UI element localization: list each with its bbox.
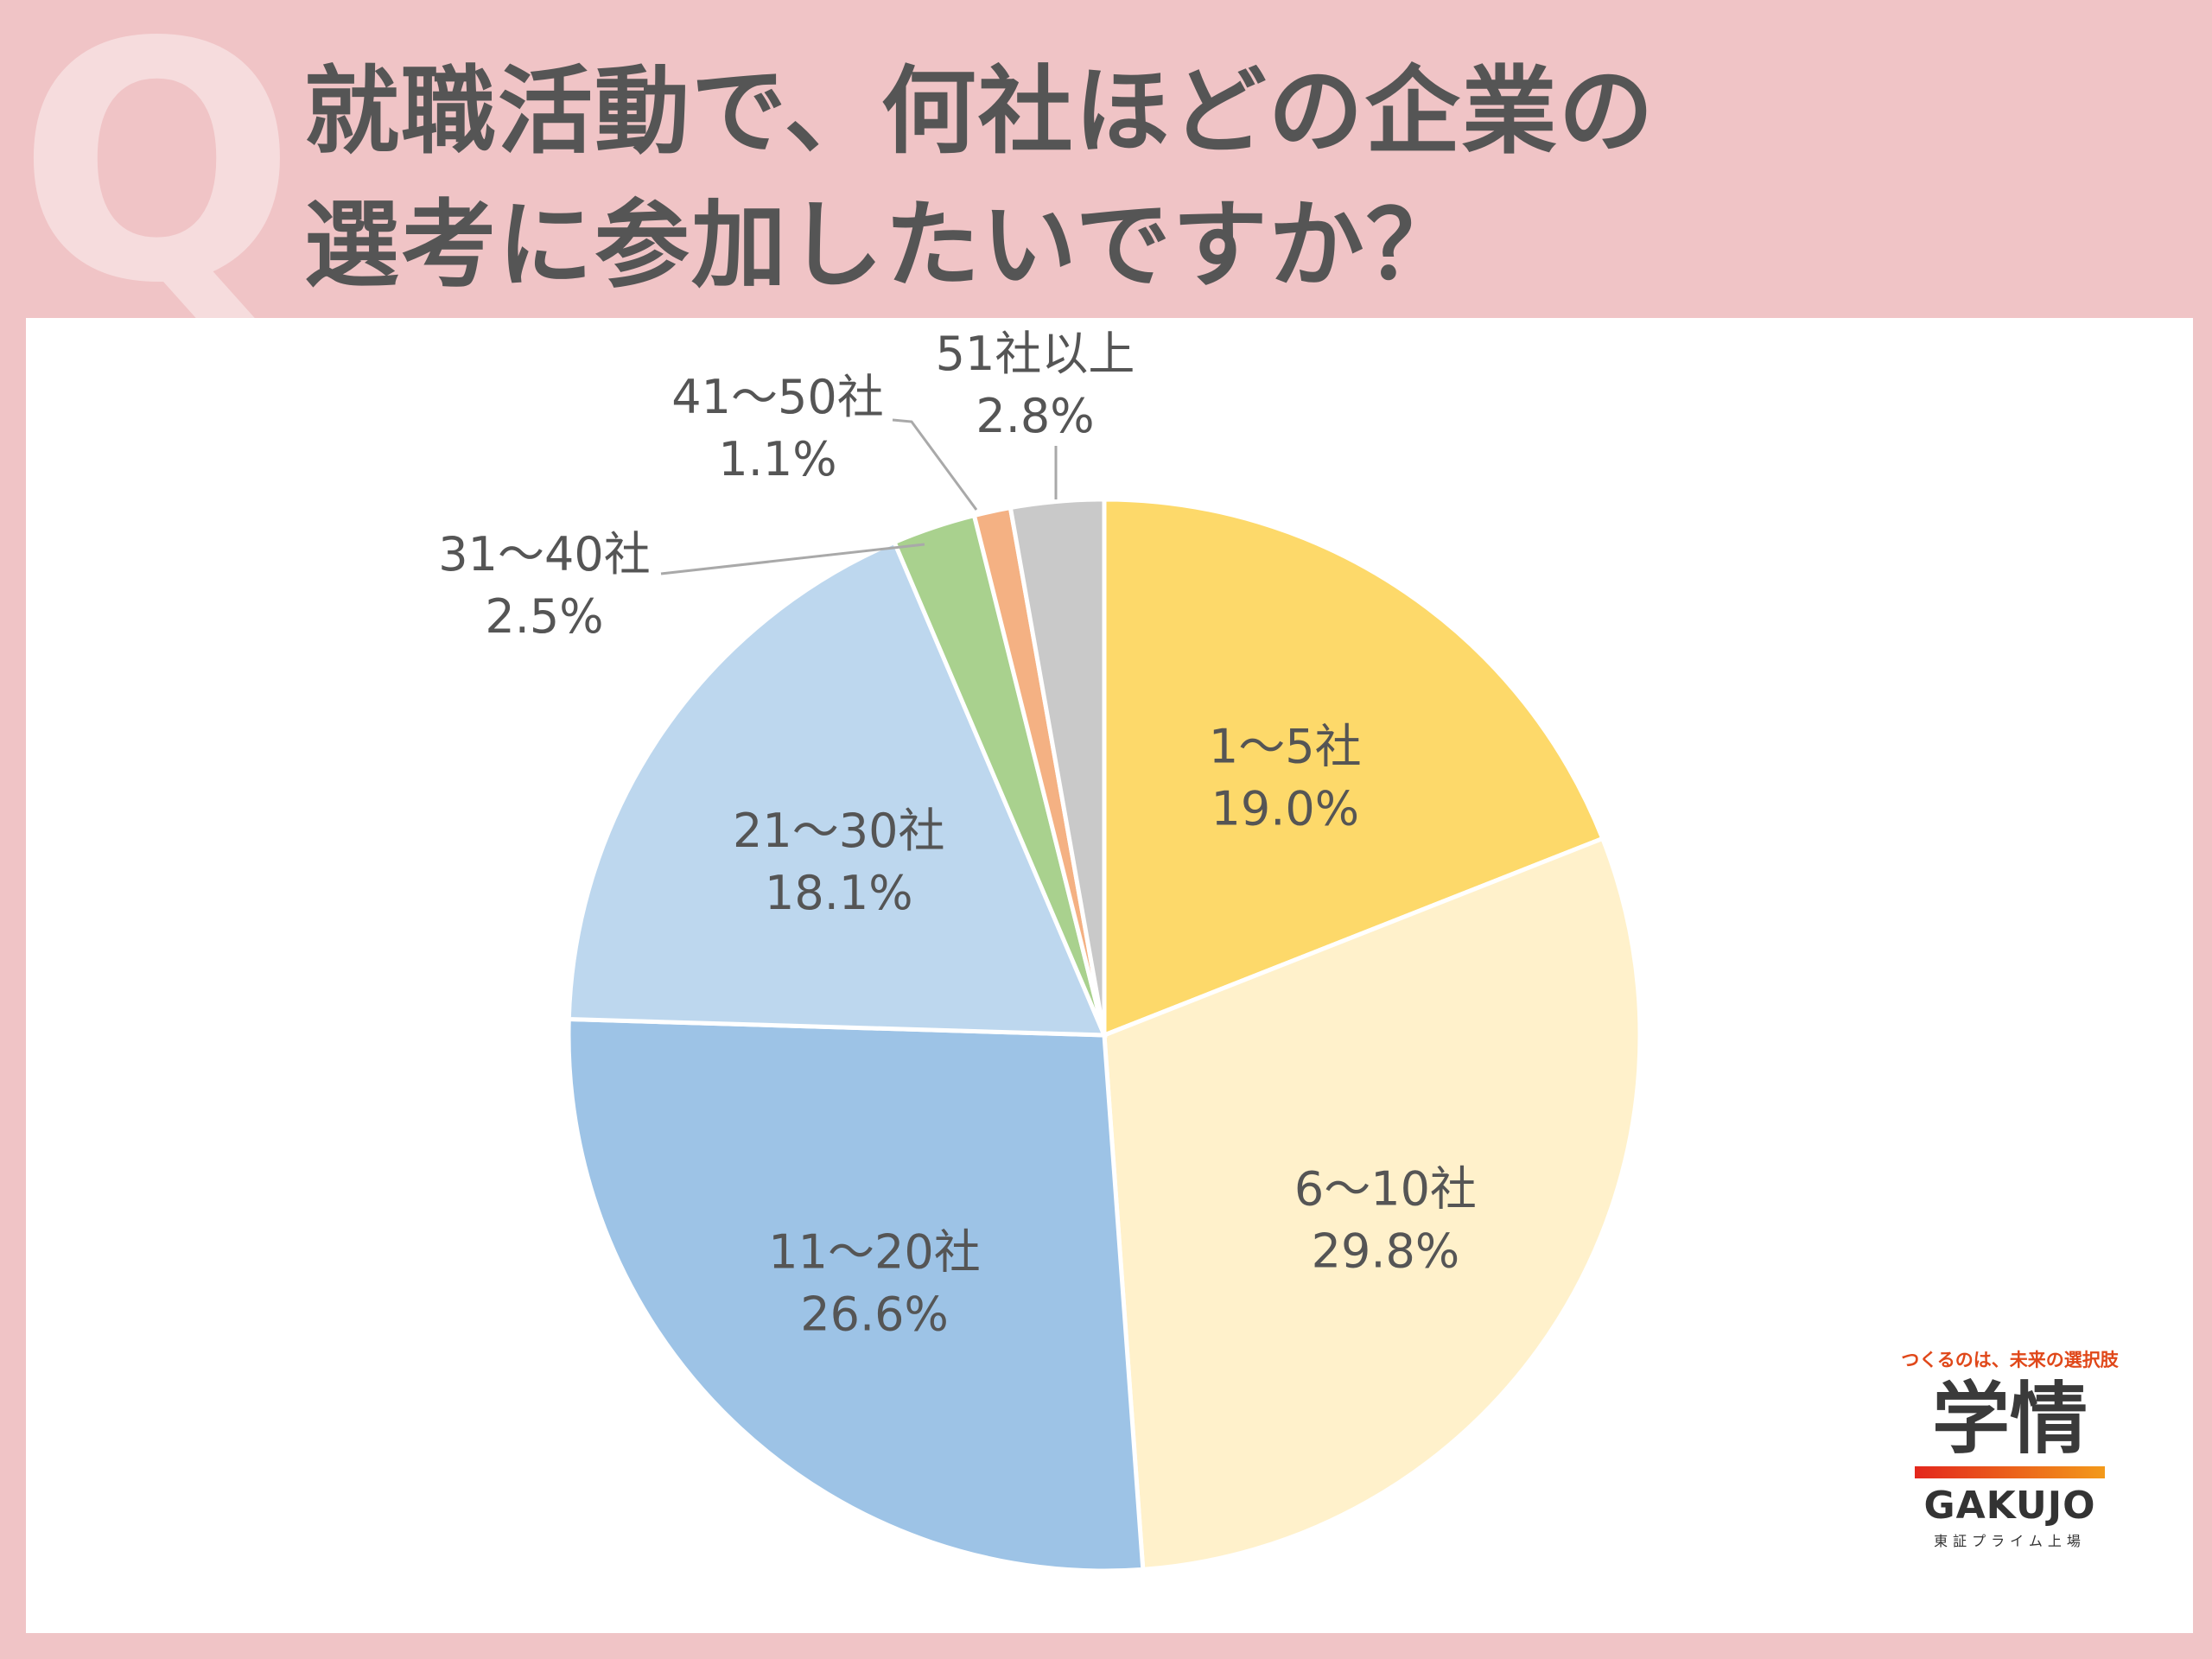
slice-label-4: 21～30社 bbox=[733, 804, 944, 858]
pie-slice-3 bbox=[566, 1016, 1146, 1573]
pie-chart: 1～5社 19.0% 6～10社 29.8% 11～20社 26.6% 21～30社 18.1… bbox=[438, 327, 1643, 1573]
logo-listing: 東証プライム上場 bbox=[1934, 1532, 2086, 1549]
chart-title: 就職活動で、何社ほどの企業の 選考に参加したいですか？ bbox=[304, 45, 1656, 313]
slice-value-2: 29.8% bbox=[1312, 1224, 1460, 1279]
slice-value-6: 1.1% bbox=[718, 432, 836, 486]
slice-value-4: 18.1% bbox=[765, 866, 913, 920]
leader-line-5 bbox=[660, 543, 925, 575]
slice-value-7: 2.8% bbox=[976, 389, 1094, 443]
logo-mark: 学情 bbox=[1932, 1374, 2088, 1465]
pie-slice-2 bbox=[1102, 836, 1643, 1573]
pie-slice-4 bbox=[566, 539, 1108, 1038]
slice-label-7: 51社以上 bbox=[936, 327, 1135, 381]
gakujo-logo: つくるのは、未来の選択肢 学情 GAKUJO 東証プライム上場 bbox=[1897, 1346, 2122, 1550]
slice-value-3: 26.6% bbox=[800, 1287, 949, 1342]
q-watermark: Q bbox=[17, 0, 297, 355]
title-line-2: 選考に参加したいですか？ bbox=[304, 190, 1463, 301]
pie-slice-7 bbox=[1007, 497, 1107, 1036]
pie-slice-1 bbox=[1102, 497, 1605, 1039]
leader-line-6 bbox=[892, 418, 978, 511]
slice-label-3: 11～20社 bbox=[768, 1225, 980, 1280]
slice-value-1: 19.0% bbox=[1211, 781, 1360, 836]
slice-label-6: 41～50社 bbox=[671, 370, 883, 424]
chart-panel: 1～5社 19.0% 6～10社 29.8% 11～20社 26.6% 21～30社 18.1… bbox=[26, 318, 2193, 1633]
slice-label-5: 31～40社 bbox=[438, 527, 650, 582]
logo-tagline: つくるのは、未来の選択肢 bbox=[1901, 1350, 2119, 1370]
logo-brand: GAKUJO bbox=[1923, 1483, 2096, 1528]
slice-label-1: 1～5社 bbox=[1209, 719, 1362, 773]
slice-value-5: 2.5% bbox=[485, 589, 603, 644]
slice-label-2: 6～10社 bbox=[1294, 1162, 1477, 1217]
logo-gradient-bar bbox=[1915, 1465, 2105, 1478]
title-line-1: 就職活動で、何社ほどの企業の bbox=[304, 56, 1656, 167]
